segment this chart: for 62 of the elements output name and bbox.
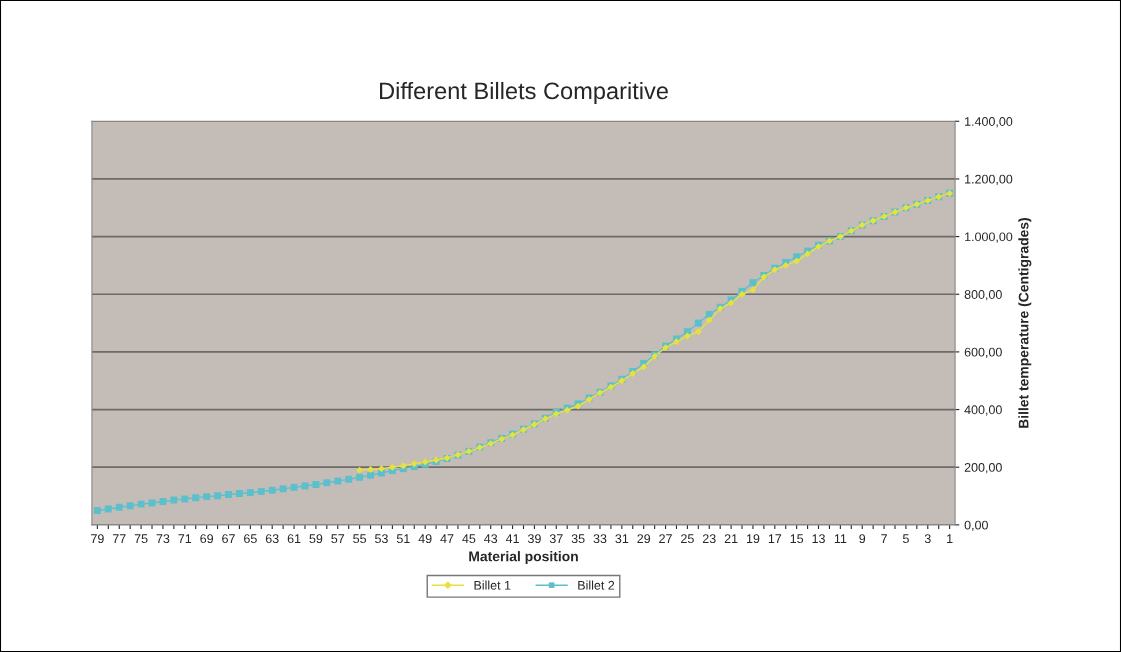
x-tick-label: 57 <box>331 534 345 544</box>
x-tick-label: 19 <box>746 534 760 544</box>
x-tick-label: 9 <box>859 534 866 544</box>
x-tick-label: 3 <box>924 534 931 544</box>
x-tick-label: 69 <box>200 534 214 544</box>
x-tick-label: 49 <box>418 534 432 544</box>
x-tick-label: 75 <box>134 534 148 544</box>
x-tick-label: 71 <box>178 534 192 543</box>
x-tick-label: 21 <box>724 534 738 543</box>
x-tick-label: 63 <box>265 534 279 544</box>
x-tick-label: 23 <box>702 534 716 544</box>
x-tick-label: 53 <box>375 534 388 544</box>
y-tick-label: 1.400,00 <box>965 117 1013 128</box>
y-tick-label: 1.200,00 <box>965 174 1013 186</box>
x-tick-label: 55 <box>353 534 367 544</box>
x-tick-label: 39 <box>527 534 541 544</box>
x-tick-label: 45 <box>462 534 476 544</box>
legend-label: Billet 1 <box>474 580 511 590</box>
x-tick-label: 51 <box>396 534 410 544</box>
y-axis-title: Billet temperature (Centigrades) <box>1018 218 1032 428</box>
x-tick-label: 61 <box>287 534 301 544</box>
point <box>694 328 702 336</box>
x-tick-label: 29 <box>637 534 651 544</box>
point <box>367 466 374 473</box>
x-tick-label: 27 <box>659 534 672 543</box>
x-tick-label: 73 <box>156 534 170 544</box>
legend-label: Billet 2 <box>578 580 615 590</box>
x-tick-label: 33 <box>593 534 607 544</box>
point <box>378 465 385 473</box>
y-tick-label: 400,00 <box>964 405 1002 416</box>
y-tick-label: 200,00 <box>964 463 1002 474</box>
x-tick-label: 37 <box>549 534 563 544</box>
y-tick-label: 800,00 <box>964 290 1002 301</box>
x-tick-label: 77 <box>112 534 126 543</box>
x-tick-label: 15 <box>790 534 804 544</box>
x-axis-title: Material position <box>469 551 578 565</box>
x-tick-label: 17 <box>768 534 782 543</box>
x-tick-label: 47 <box>440 534 454 543</box>
x-tick-label: 65 <box>244 534 257 544</box>
x-tick-label: 35 <box>571 534 585 544</box>
y-tick-label: 600,00 <box>964 347 1002 359</box>
x-tick-label: 43 <box>484 534 498 544</box>
x-tick-label: 1 <box>947 534 953 543</box>
point <box>749 286 757 294</box>
point <box>640 363 648 371</box>
x-tick-label: 25 <box>681 534 694 544</box>
x-tick-label: 7 <box>881 534 887 543</box>
point <box>705 316 713 324</box>
x-tick-label: 13 <box>812 534 825 544</box>
x-tick-label: 67 <box>222 534 235 544</box>
x-tick-label: 11 <box>834 534 847 543</box>
y-tick-label: 0,00 <box>964 520 988 531</box>
y-tick-label: 1.000,00 <box>965 232 1013 243</box>
chart-title: Different Billets Comparitive <box>380 81 668 104</box>
point <box>793 257 801 265</box>
x-tick-label: 41 <box>505 534 519 543</box>
point <box>683 332 691 340</box>
x-tick-label: 5 <box>902 534 909 544</box>
x-tick-label: 59 <box>309 534 323 544</box>
point <box>388 463 396 471</box>
x-tick-label: 31 <box>615 534 629 544</box>
x-tick-label: 79 <box>91 534 104 544</box>
